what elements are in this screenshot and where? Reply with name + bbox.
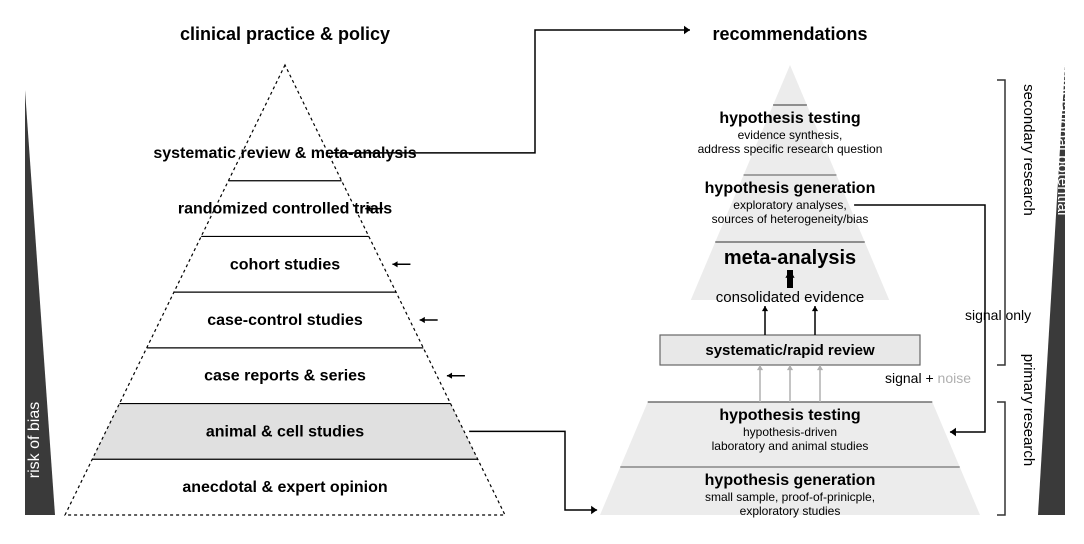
systematic-review-label: systematic/rapid review — [705, 342, 875, 359]
svg-text:exploratory analyses,: exploratory analyses, — [733, 198, 846, 212]
pyramid-level-label: randomized controlled trials — [178, 201, 392, 218]
svg-text:hypothesis testing: hypothesis testing — [719, 407, 860, 424]
svg-text:sources of heterogeneity/bias: sources of heterogeneity/bias — [712, 212, 869, 226]
primary-research-label: primary research — [1020, 354, 1037, 467]
pyramid-level-label: anecdotal & expert opinion — [182, 479, 387, 496]
pyramid-level-label: cohort studies — [230, 256, 340, 273]
svg-text:hypothesis-driven: hypothesis-driven — [743, 425, 837, 439]
svg-text:laboratory and animal studies: laboratory and animal studies — [712, 439, 869, 453]
svg-text:small sample, proof-of-prinicp: small sample, proof-of-prinicple, — [705, 490, 875, 504]
svg-text:exploratory studies: exploratory studies — [740, 504, 841, 518]
svg-text:hypothesis generation: hypothesis generation — [705, 472, 876, 489]
risk-of-bias-label: risk of bias — [26, 402, 43, 478]
signal-only-label: signal only — [965, 307, 1031, 323]
left-top-label: clinical practice & policy — [180, 24, 390, 44]
consolidated-label: consolidated evidence — [716, 289, 864, 306]
svg-text:address specific research ques: address specific research question — [698, 142, 883, 156]
translational-label: translational potential — [1054, 64, 1071, 215]
secondary-research-label: secondary research — [1020, 84, 1037, 216]
right-top-label: recommendations — [712, 24, 867, 44]
pyramid-level-label: case reports & series — [204, 368, 366, 385]
pyramid-level-label: case-control studies — [207, 312, 363, 329]
svg-text:hypothesis testing: hypothesis testing — [719, 110, 860, 127]
signal-noise-label: signal + noise — [885, 370, 971, 386]
svg-text:evidence synthesis,: evidence synthesis, — [738, 128, 843, 142]
meta-analysis-label: meta-analysis — [724, 247, 856, 269]
pyramid-level-label: animal & cell studies — [206, 423, 364, 440]
svg-text:hypothesis generation: hypothesis generation — [705, 180, 876, 197]
